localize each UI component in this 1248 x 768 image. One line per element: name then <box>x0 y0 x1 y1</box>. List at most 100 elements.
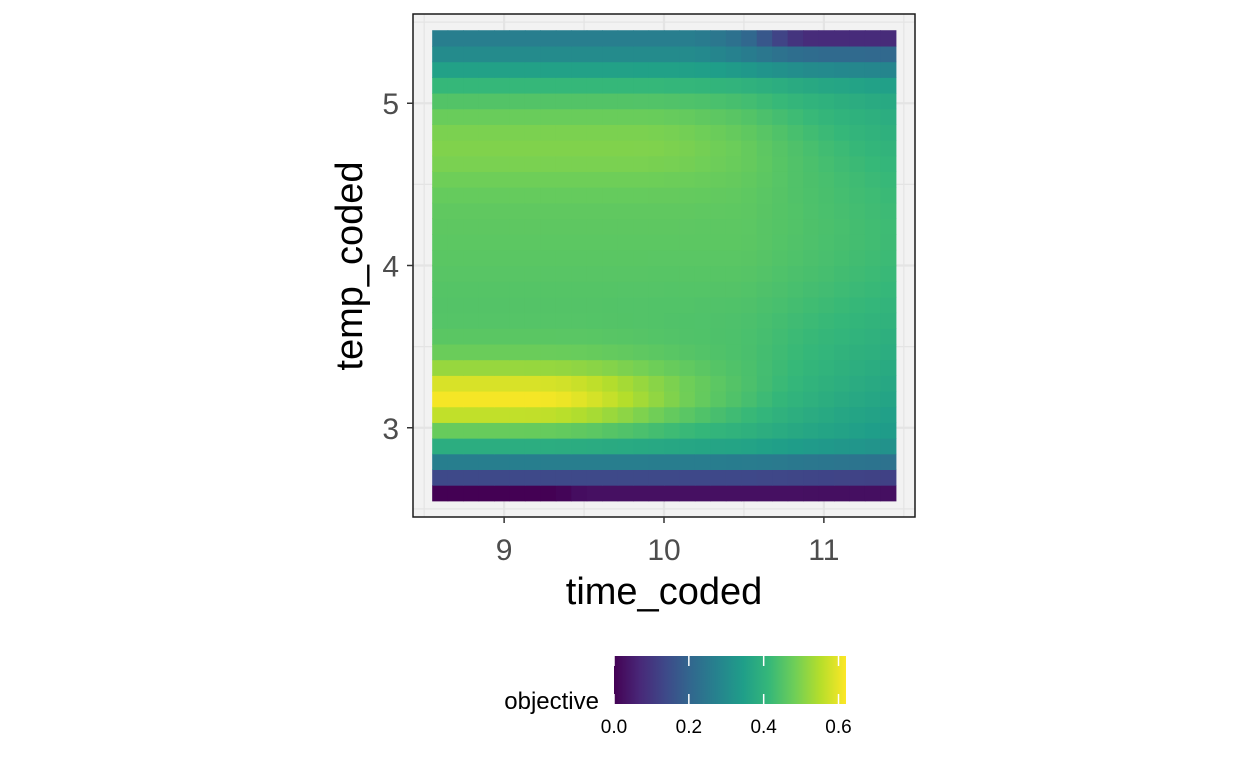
heatmap-cell <box>463 453 480 470</box>
heatmap-cell <box>617 202 634 220</box>
heatmap-cell <box>710 422 727 439</box>
heatmap-cell <box>694 45 711 63</box>
heatmap-cell <box>617 124 634 141</box>
heatmap-cell <box>540 45 557 63</box>
heatmap-cell <box>463 187 480 204</box>
heatmap-cell <box>571 124 588 141</box>
heatmap-cell <box>834 218 851 235</box>
heatmap-cell <box>880 296 897 314</box>
heatmap-cell <box>494 359 511 376</box>
heatmap-cell <box>741 77 758 94</box>
heatmap-cell <box>494 296 511 314</box>
heatmap-cell <box>463 155 480 172</box>
heatmap-cell <box>432 438 449 455</box>
heatmap-cell <box>741 343 758 361</box>
heatmap-cell <box>648 328 665 345</box>
heatmap-cell <box>772 108 789 125</box>
heatmap-cell <box>849 77 866 94</box>
heatmap-cell <box>648 234 665 251</box>
heatmap-cell <box>679 202 696 220</box>
heatmap-cell <box>772 343 789 361</box>
heatmap-cell <box>803 265 820 282</box>
heatmap-cell <box>540 485 557 502</box>
heatmap-cell <box>633 406 650 423</box>
heatmap-cell <box>586 422 603 439</box>
heatmap-cell <box>725 406 742 423</box>
heatmap-cell <box>555 171 572 188</box>
heatmap-cell <box>741 390 758 408</box>
heatmap-cell <box>478 281 495 298</box>
heatmap-cell <box>679 249 696 267</box>
heatmap-cell <box>571 202 588 220</box>
heatmap-cell <box>571 469 588 486</box>
heatmap-cell <box>834 265 851 282</box>
heatmap-cell <box>679 140 696 157</box>
heatmap-cell <box>509 171 526 188</box>
heatmap-cell <box>648 375 665 392</box>
heatmap-cell <box>772 328 789 345</box>
heatmap-cell <box>787 343 804 361</box>
heatmap-cell <box>432 92 449 110</box>
heatmap-cell <box>803 45 820 63</box>
heatmap-cell <box>741 438 758 455</box>
heatmap-cell <box>509 61 526 78</box>
heatmap-cell <box>880 108 897 125</box>
heatmap-cell <box>524 312 541 329</box>
heatmap-cell <box>818 108 835 125</box>
heatmap-cell <box>803 296 820 314</box>
heatmap-cell <box>679 171 696 188</box>
heatmap-cell <box>524 202 541 220</box>
heatmap-cell <box>540 375 557 392</box>
heatmap-cell <box>648 45 665 63</box>
heatmap-cell <box>602 249 619 267</box>
heatmap-cell <box>586 45 603 63</box>
heatmap-cell <box>880 140 897 157</box>
heatmap-cell <box>602 108 619 125</box>
heatmap-cell <box>463 30 480 47</box>
heatmap-cell <box>586 375 603 392</box>
heatmap-cell <box>818 281 835 298</box>
heatmap-cell <box>803 140 820 157</box>
color-legend: objective 0.0 0.2 0.4 0.6 <box>504 656 852 738</box>
heatmap-cell <box>741 92 758 110</box>
heatmap-cell <box>478 30 495 47</box>
heatmap-cell <box>494 485 511 502</box>
heatmap-cell <box>617 92 634 110</box>
heatmap-cell <box>633 140 650 157</box>
heatmap-cell <box>432 422 449 439</box>
heatmap-cell <box>447 296 464 314</box>
heatmap-cell <box>679 390 696 408</box>
heatmap-cell <box>540 202 557 220</box>
heatmap-cell <box>664 77 681 94</box>
heatmap-cell <box>540 296 557 314</box>
heatmap-cell <box>679 92 696 110</box>
heatmap-cell <box>772 296 789 314</box>
y-tick-label: 5 <box>382 88 399 121</box>
heatmap-cell <box>710 234 727 251</box>
heatmap-cell <box>555 485 572 502</box>
heatmap-cell <box>478 108 495 125</box>
heatmap-cell <box>571 187 588 204</box>
heatmap-cell <box>864 218 881 235</box>
heatmap-cell <box>509 140 526 157</box>
heatmap-cell <box>679 296 696 314</box>
heatmap-cell <box>555 140 572 157</box>
heatmap-cell <box>710 406 727 423</box>
heatmap-cell <box>849 202 866 220</box>
heatmap-cell <box>694 296 711 314</box>
heatmap-cell <box>756 77 773 94</box>
heatmap-cell <box>864 45 881 63</box>
heatmap-cell <box>710 281 727 298</box>
heatmap-cell <box>818 375 835 392</box>
heatmap-cell <box>524 45 541 63</box>
heatmap-cell <box>432 453 449 470</box>
heatmap-cell <box>849 359 866 376</box>
heatmap-cell <box>555 312 572 329</box>
heatmap-cell <box>602 296 619 314</box>
heatmap-cell <box>602 187 619 204</box>
heatmap-cell <box>787 469 804 486</box>
heatmap-cell <box>478 61 495 78</box>
heatmap-cell <box>864 61 881 78</box>
heatmap-cell <box>772 171 789 188</box>
heatmap-cell <box>617 485 634 502</box>
